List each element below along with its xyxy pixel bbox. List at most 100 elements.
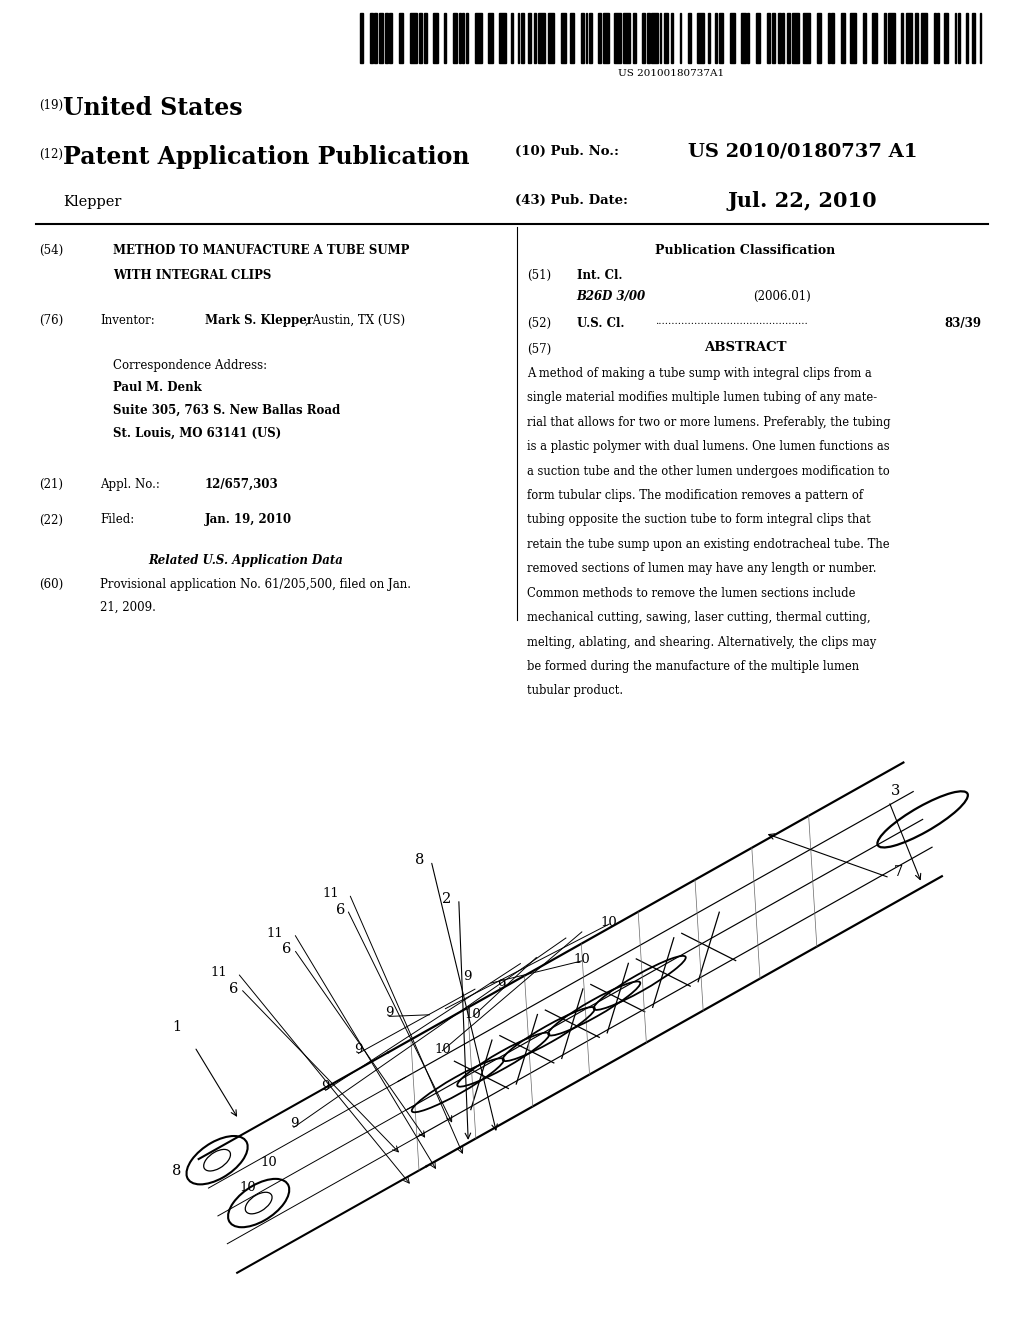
Bar: [730, 13, 734, 63]
Text: 7: 7: [894, 865, 903, 879]
Text: 9: 9: [385, 1006, 393, 1019]
Bar: [633, 13, 636, 63]
Text: 6: 6: [336, 903, 345, 917]
Bar: [420, 13, 422, 63]
Text: Int. Cl.: Int. Cl.: [577, 269, 622, 282]
Bar: [782, 13, 784, 63]
Bar: [906, 13, 912, 63]
Text: ABSTRACT: ABSTRACT: [705, 341, 786, 354]
Text: Jul. 22, 2010: Jul. 22, 2010: [727, 191, 877, 211]
Text: 83/39: 83/39: [944, 317, 981, 330]
Bar: [518, 13, 519, 63]
Text: Appl. No.:: Appl. No.:: [100, 478, 160, 491]
Text: (57): (57): [527, 343, 552, 356]
Bar: [664, 13, 669, 63]
Text: ...............................................: ........................................…: [655, 317, 808, 326]
Text: 10: 10: [573, 953, 590, 966]
Text: (21): (21): [39, 478, 62, 491]
Bar: [872, 13, 877, 63]
Bar: [521, 13, 524, 63]
Text: Related U.S. Application Data: Related U.S. Application Data: [148, 554, 343, 568]
Bar: [980, 13, 981, 63]
Text: Paul M. Denk: Paul M. Denk: [113, 381, 202, 395]
Text: 6: 6: [229, 982, 239, 997]
Bar: [534, 13, 536, 63]
Bar: [410, 13, 417, 63]
Bar: [741, 13, 745, 63]
Bar: [466, 13, 468, 63]
Text: rial that allows for two or more lumens. Preferably, the tubing: rial that allows for two or more lumens.…: [527, 416, 891, 429]
Text: A method of making a tube sump with integral clips from a: A method of making a tube sump with inte…: [527, 367, 872, 380]
Bar: [453, 13, 457, 63]
Text: US 2010/0180737 A1: US 2010/0180737 A1: [688, 143, 918, 161]
Bar: [804, 13, 810, 63]
Bar: [937, 13, 939, 63]
Text: 9: 9: [498, 979, 506, 993]
Bar: [389, 13, 392, 63]
Bar: [511, 13, 513, 63]
Text: retain the tube sump upon an existing endotracheal tube. The: retain the tube sump upon an existing en…: [527, 539, 890, 550]
Bar: [680, 13, 681, 63]
Text: Suite 305, 763 S. New Ballas Road: Suite 305, 763 S. New Ballas Road: [113, 404, 340, 417]
Text: (43) Pub. Date:: (43) Pub. Date:: [515, 194, 628, 207]
Text: METHOD TO MANUFACTURE A TUBE SUMP: METHOD TO MANUFACTURE A TUBE SUMP: [113, 244, 409, 257]
Bar: [954, 13, 956, 63]
Text: Inventor:: Inventor:: [100, 314, 155, 327]
Bar: [379, 13, 383, 63]
Bar: [817, 13, 821, 63]
Text: tubing opposite the suction tube to form integral clips that: tubing opposite the suction tube to form…: [527, 513, 871, 527]
Bar: [943, 13, 948, 63]
Text: Correspondence Address:: Correspondence Address:: [113, 359, 267, 372]
Bar: [624, 13, 630, 63]
Bar: [915, 13, 918, 63]
Text: is a plastic polymer with dual lumens. One lumen functions as: is a plastic polymer with dual lumens. O…: [527, 441, 890, 453]
Bar: [642, 13, 645, 63]
Bar: [589, 13, 592, 63]
Bar: [901, 13, 903, 63]
Text: a suction tube and the other lumen undergoes modification to: a suction tube and the other lumen under…: [527, 465, 890, 478]
Bar: [671, 13, 673, 63]
Text: 10: 10: [240, 1181, 256, 1195]
Text: 8: 8: [415, 853, 424, 867]
Text: melting, ablating, and shearing. Alternatively, the clips may: melting, ablating, and shearing. Alterna…: [527, 636, 877, 648]
Bar: [841, 13, 845, 63]
Text: 1: 1: [172, 1020, 181, 1035]
Bar: [850, 13, 856, 63]
Bar: [586, 13, 587, 63]
Text: Filed:: Filed:: [100, 513, 134, 527]
Text: 11: 11: [267, 927, 284, 940]
Text: 10: 10: [465, 1008, 481, 1022]
Text: 9: 9: [354, 1043, 362, 1056]
Text: Publication Classification: Publication Classification: [655, 244, 836, 257]
Bar: [500, 13, 506, 63]
Text: Mark S. Klepper: Mark S. Klepper: [205, 314, 313, 327]
Text: Jan. 19, 2010: Jan. 19, 2010: [205, 513, 292, 527]
Text: 10: 10: [601, 916, 617, 929]
Text: mechanical cutting, sawing, laser cutting, thermal cutting,: mechanical cutting, sawing, laser cuttin…: [527, 611, 871, 624]
Bar: [831, 13, 835, 63]
Bar: [659, 13, 662, 63]
Text: (10) Pub. No.:: (10) Pub. No.:: [515, 145, 620, 158]
Text: 10: 10: [434, 1043, 451, 1056]
Text: (60): (60): [39, 578, 63, 591]
Text: (76): (76): [39, 314, 63, 327]
Bar: [934, 13, 936, 63]
Text: be formed during the manufacture of the multiple lumen: be formed during the manufacture of the …: [527, 660, 859, 673]
Text: 12/657,303: 12/657,303: [205, 478, 279, 491]
Bar: [921, 13, 928, 63]
Text: Patent Application Publication: Patent Application Publication: [63, 145, 470, 169]
Bar: [598, 13, 601, 63]
Bar: [462, 13, 464, 63]
Bar: [772, 13, 775, 63]
Bar: [888, 13, 895, 63]
Bar: [748, 13, 749, 63]
Text: 9: 9: [322, 1080, 330, 1093]
Bar: [709, 13, 710, 63]
Bar: [719, 13, 723, 63]
Bar: [459, 13, 461, 63]
Text: 21, 2009.: 21, 2009.: [100, 601, 157, 614]
Bar: [697, 13, 703, 63]
Bar: [793, 13, 799, 63]
Text: removed sections of lumen may have any length or number.: removed sections of lumen may have any l…: [527, 562, 877, 576]
Bar: [715, 13, 718, 63]
